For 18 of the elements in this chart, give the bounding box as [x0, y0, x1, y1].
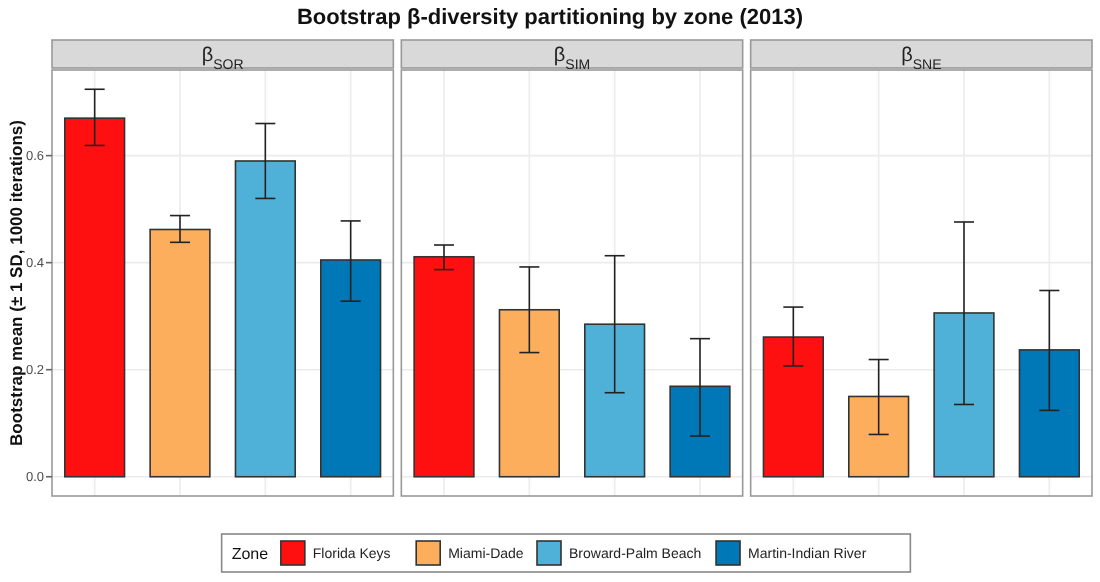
- bar: [320, 259, 382, 478]
- y-axis-title: Bootstrap mean (± 1 SD, 1000 iterations): [5, 119, 26, 446]
- bar: [64, 117, 126, 478]
- bar: [584, 323, 646, 478]
- x-tick-label: β$_{SOR}$: [201, 45, 244, 72]
- bar: [669, 385, 731, 478]
- bar: [413, 255, 475, 478]
- bar: [762, 336, 824, 478]
- legend-title: Zone: [231, 544, 270, 563]
- x-tick-label: β$_{SIM}$: [553, 45, 591, 72]
- bar: [933, 312, 995, 478]
- bar: [498, 308, 560, 478]
- bar: [149, 228, 211, 478]
- x-tick-label: β$_{SNE}$: [901, 45, 943, 72]
- bar: [234, 160, 296, 478]
- bar: [848, 395, 910, 478]
- chart-title: Bootstrap β-diversity partitioning by zone (2013): [296, 6, 804, 30]
- bar: [1018, 349, 1080, 478]
